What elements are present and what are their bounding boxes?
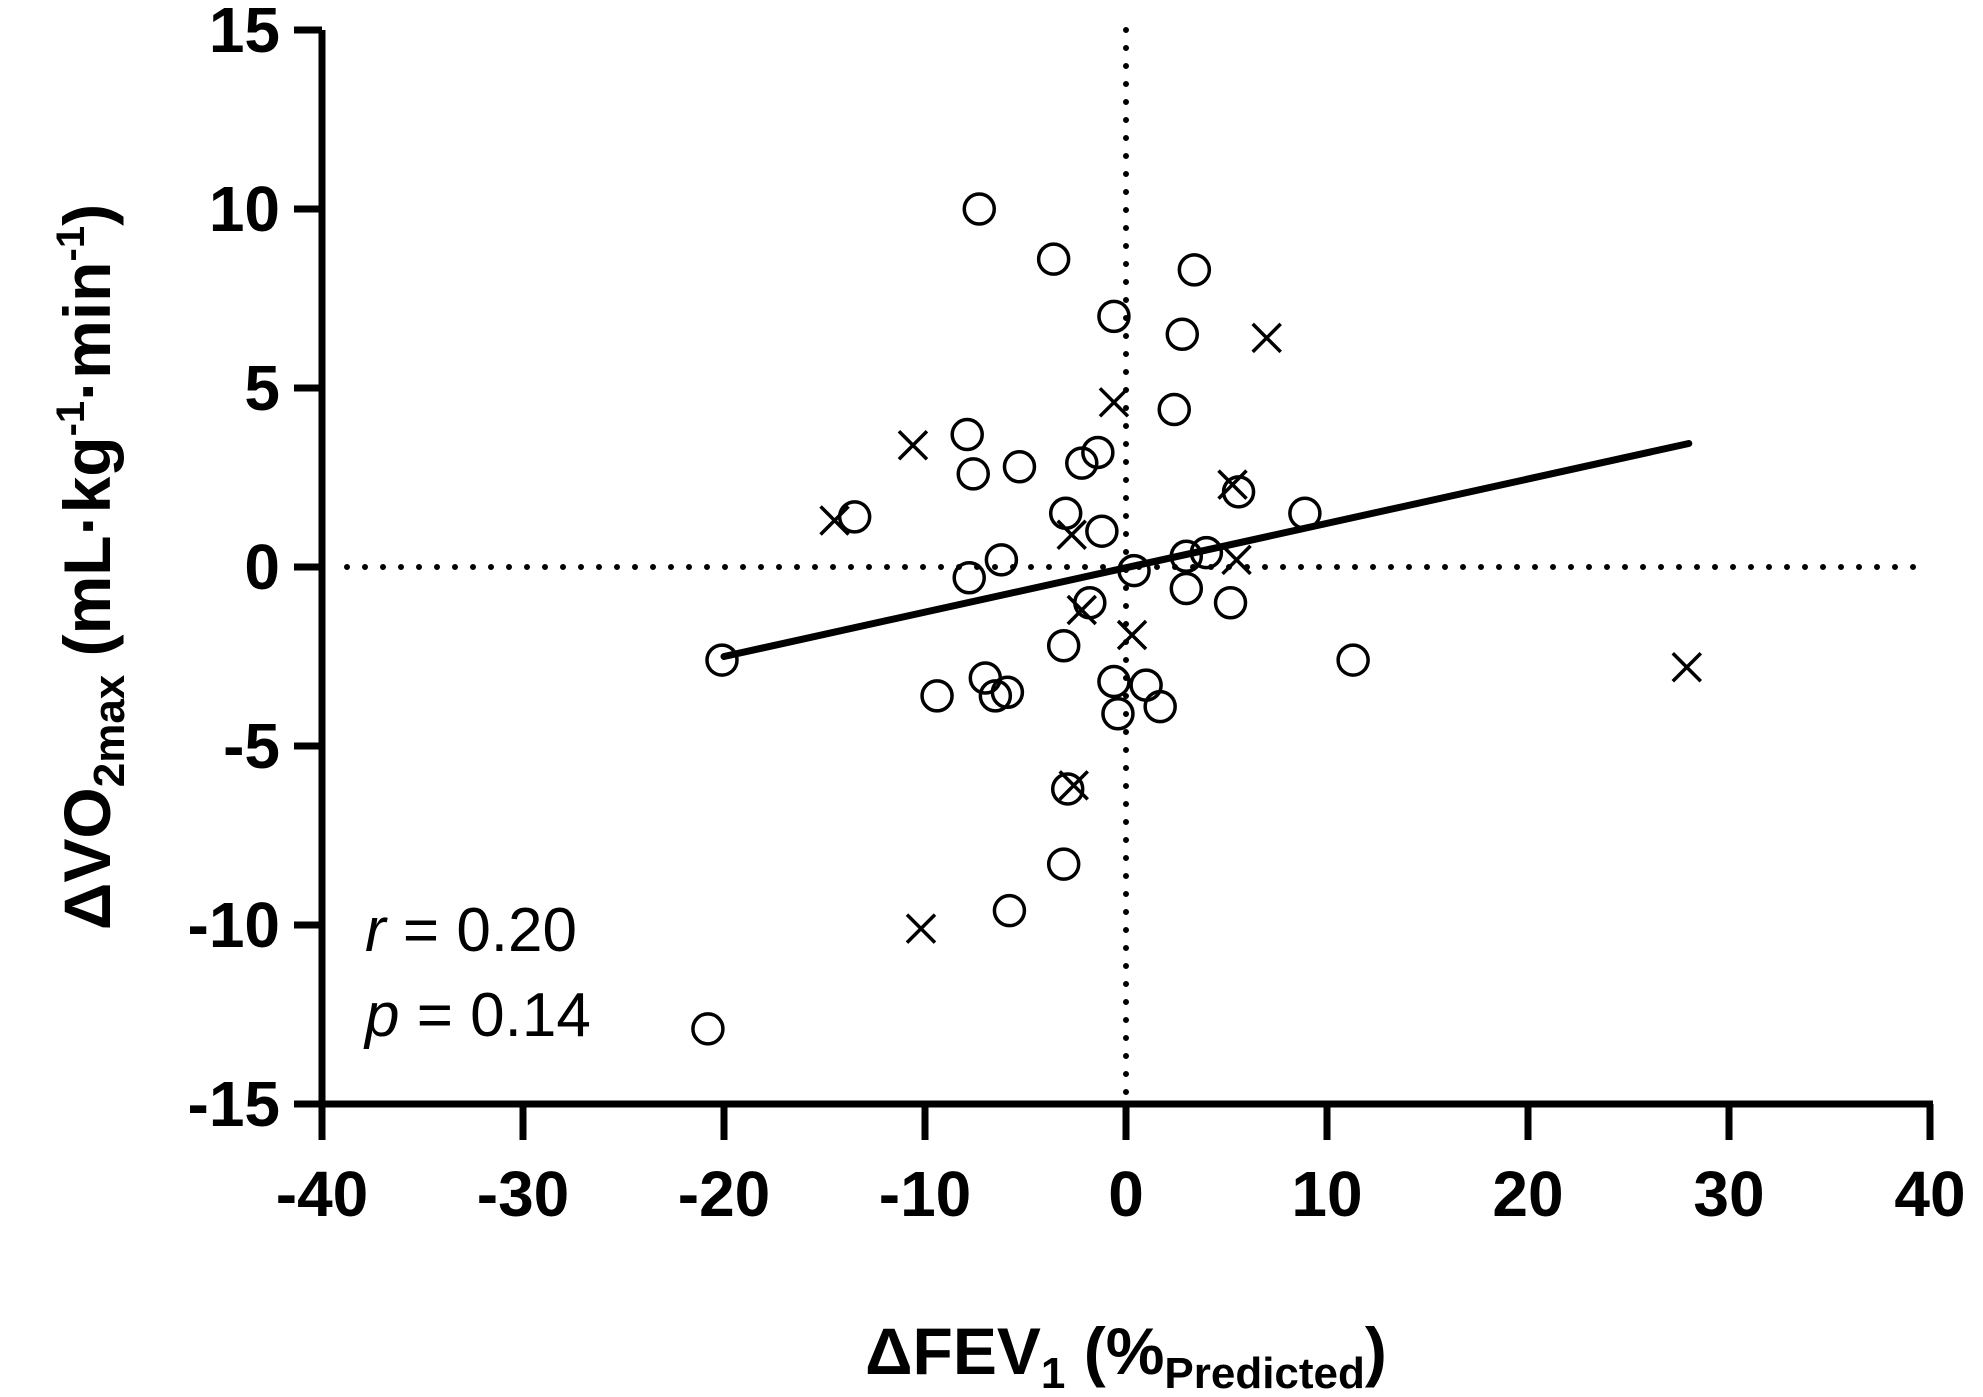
data-point-circle: [950, 417, 984, 452]
x-tick-label: 30: [1693, 1158, 1764, 1230]
y-tick-label: -5: [223, 710, 280, 782]
data-point-cross: [1098, 387, 1130, 418]
y-axis-title-subscript: 2max: [85, 674, 134, 787]
data-point-circle: [1213, 586, 1248, 620]
y-axis-title: ΔVO2max (mL·kg-1·min-1): [49, 204, 134, 930]
data-point-circle: [920, 679, 954, 713]
x-tick-label: -20: [678, 1158, 771, 1230]
fit-line: [720, 439, 1693, 660]
data-point-cross: [819, 505, 850, 536]
y-axis-title-mid: ·min: [50, 261, 124, 400]
x-tick-label: 20: [1492, 1158, 1563, 1230]
data-point-cross: [1056, 519, 1087, 551]
y-tick-label: 15: [209, 0, 280, 66]
y-tick-label: 10: [209, 173, 280, 245]
data-point-circle: [1097, 664, 1131, 699]
data-point-circle: [1046, 847, 1081, 881]
data-point-circle: [1050, 772, 1085, 806]
data-point-circle: [978, 679, 1013, 713]
y-axis-title-open: (mL·kg: [50, 436, 124, 674]
data-point-circle: [984, 543, 1019, 577]
data-point-circle: [1101, 697, 1135, 731]
data-point-circle: [1065, 446, 1099, 480]
stat-p-annotation: p = 0.14: [363, 981, 591, 1050]
stat-r-value: = 0.20: [386, 896, 577, 965]
data-point-circle: [1117, 553, 1151, 588]
data-point-cross: [897, 430, 929, 461]
x-axis-title: ΔFEV1 (%Predicted): [865, 1314, 1387, 1397]
data-point-circle: [1143, 689, 1177, 724]
data-point-circle: [837, 500, 872, 534]
data-point-cross: [1221, 544, 1252, 576]
data-point-circle: [992, 893, 1027, 928]
data-point-circle: [968, 661, 1003, 695]
x-tick-label: 10: [1291, 1158, 1362, 1230]
y-tick-label: -15: [188, 1068, 281, 1140]
data-markers: [691, 192, 1703, 1046]
x-axis-title-open: (%: [1065, 1314, 1164, 1388]
data-point-circle: [1169, 571, 1204, 606]
data-point-circle: [1036, 242, 1071, 276]
data-point-circle: [1097, 299, 1131, 334]
data-point-circle: [1157, 392, 1191, 427]
data-point-cross: [1116, 619, 1148, 651]
data-point-cross: [1251, 322, 1282, 354]
y-axis-title-sup-2: -1: [49, 226, 93, 262]
data-point-circle: [691, 1012, 725, 1046]
data-point-circle: [1048, 496, 1083, 531]
x-axis-title-unit: Predicted: [1164, 1349, 1365, 1397]
data-point-circle: [1002, 450, 1037, 484]
stat-p-var: p: [363, 981, 399, 1050]
data-point-circle: [962, 192, 997, 226]
y-axis-title-close: ): [50, 204, 124, 226]
x-tick-label: -30: [477, 1158, 570, 1230]
data-point-cross: [1058, 770, 1089, 801]
data-point-circle: [956, 457, 990, 491]
x-tick-label: -40: [276, 1158, 369, 1230]
data-point-circle: [1085, 514, 1119, 548]
data-point-circle: [1046, 629, 1081, 663]
data-point-circle: [705, 643, 739, 677]
data-point-circle: [952, 560, 986, 595]
data-point-cross: [1066, 594, 1098, 626]
data-point-circle: [1189, 535, 1224, 570]
x-tick-label: 40: [1894, 1158, 1965, 1230]
stat-r-var: r: [365, 896, 388, 965]
data-point-circle: [1165, 317, 1200, 352]
data-point-cross: [905, 913, 937, 944]
data-point-circle: [1169, 539, 1204, 574]
axes: -15 -10 -5 0 5 10 15 -40 -30 -20 -10 0 10 20 30 40: [188, 0, 1966, 1230]
data-point-circle: [1336, 643, 1370, 677]
data-point-cross: [1217, 469, 1248, 500]
y-axis-title-sup-1: -1: [49, 401, 93, 437]
data-point-cross: [1671, 652, 1703, 683]
fit-line-group: [720, 439, 1693, 660]
y-tick-label: 5: [244, 352, 280, 424]
y-tick-label: -10: [188, 889, 281, 961]
data-point-circle: [1129, 668, 1163, 702]
data-point-circle: [1177, 253, 1212, 287]
x-axis-title-close: ): [1365, 1314, 1387, 1388]
data-point-circle: [1288, 496, 1322, 531]
stat-p-value: = 0.14: [399, 981, 590, 1050]
x-axis-title-subscript: 1: [1041, 1349, 1065, 1397]
y-axis-title-prefix: ΔVO: [50, 787, 124, 930]
y-tick-label: 0: [244, 531, 280, 603]
x-axis-title-prefix: ΔFEV: [865, 1314, 1041, 1388]
stat-r-annotation: r = 0.20: [365, 896, 577, 965]
x-tick-label: 0: [1108, 1158, 1144, 1230]
x-tick-label: -10: [879, 1158, 972, 1230]
